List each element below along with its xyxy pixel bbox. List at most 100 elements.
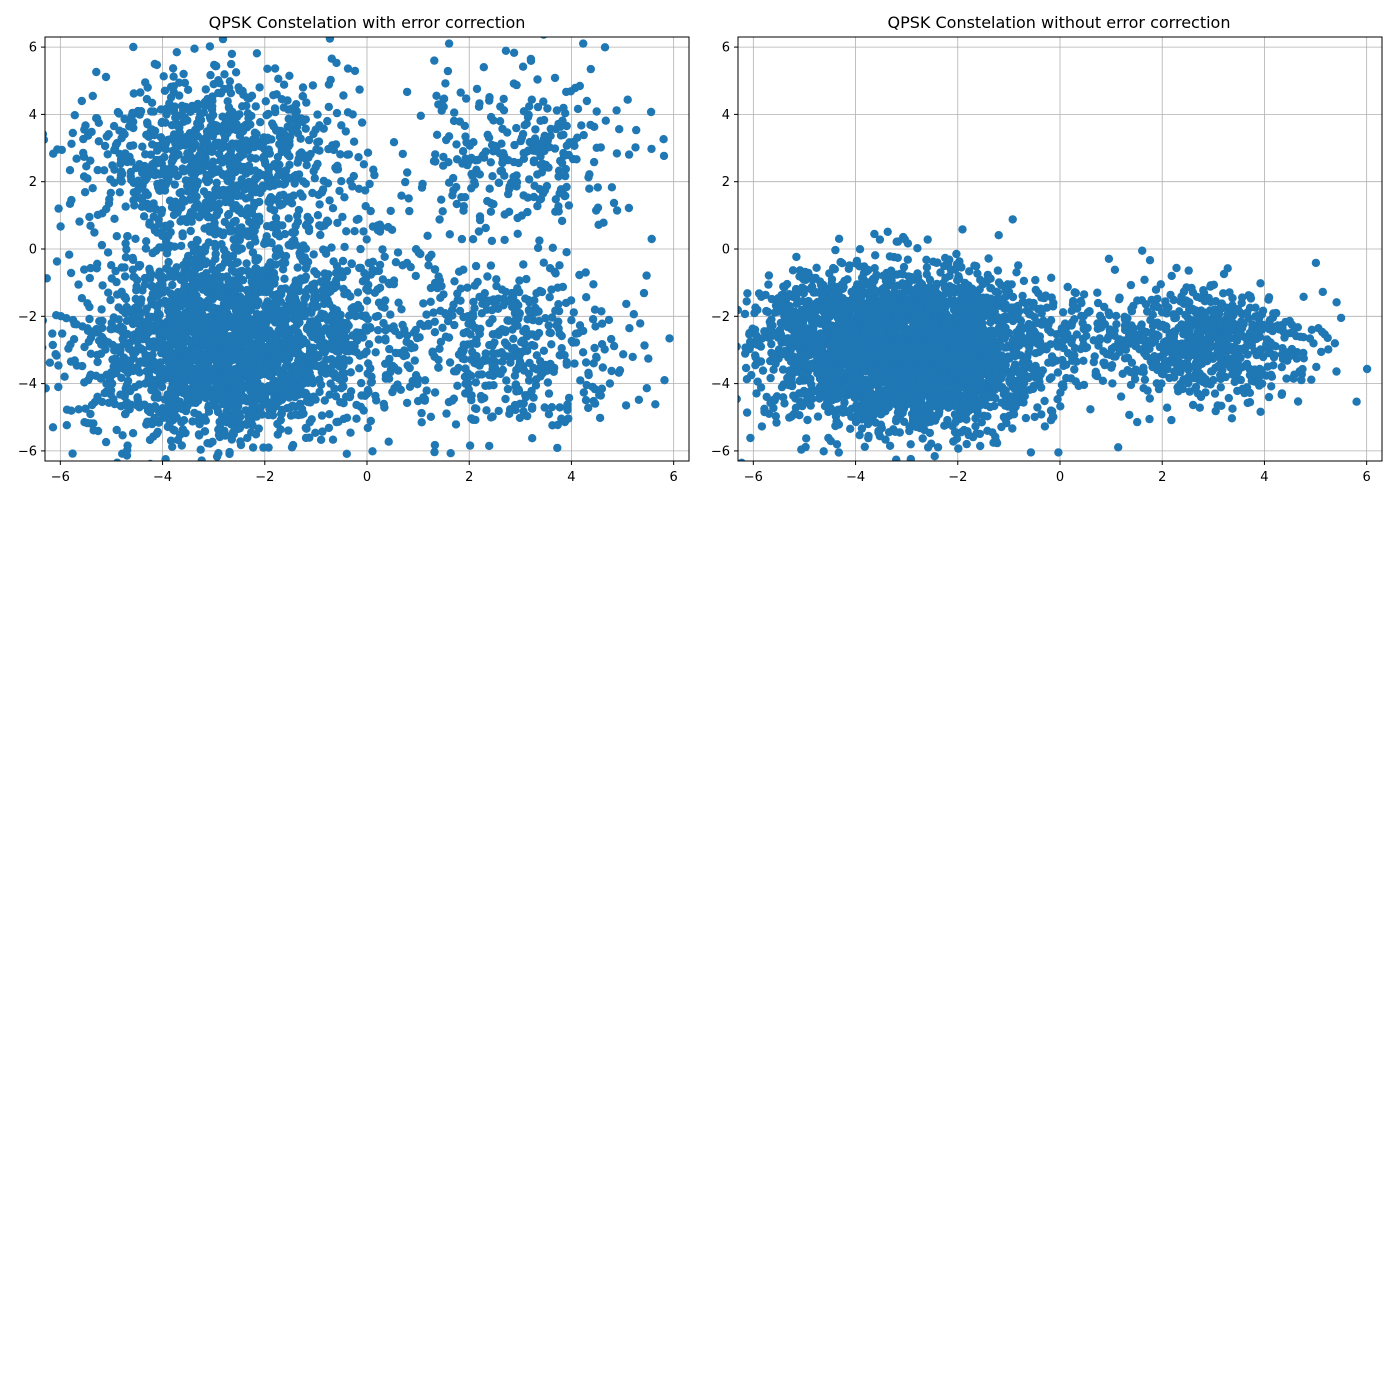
scatter-point [411, 325, 420, 335]
scatter-point [54, 361, 63, 370]
scatter-point [448, 311, 457, 320]
scatter-point [446, 449, 455, 458]
scatter-point [238, 102, 247, 111]
scatter-point [225, 447, 234, 457]
scatter-point [66, 268, 76, 278]
scatter-point [85, 372, 95, 381]
scatter-point [183, 364, 193, 373]
scatter-point [244, 161, 254, 170]
scatter-point [356, 244, 365, 254]
scatter-point [453, 381, 462, 390]
scatter-point [302, 397, 311, 406]
scatter-point [536, 116, 545, 126]
scatter-point [284, 214, 293, 223]
scatter-point [285, 160, 294, 170]
scatter-point [554, 172, 563, 181]
scatter-point [424, 261, 433, 270]
scatter-point [261, 236, 270, 246]
scatter-point [87, 400, 97, 410]
scatter-point [132, 282, 141, 291]
scatter-point [162, 110, 171, 119]
scatter-point [227, 49, 237, 59]
scatter-point [495, 117, 505, 126]
scatter-point [178, 371, 187, 381]
scatter-point [494, 178, 504, 187]
scatter-point [320, 396, 329, 405]
scatter-point [178, 231, 187, 241]
scatter-point [660, 376, 669, 385]
scatter-point [245, 411, 254, 420]
scatter-point [479, 62, 488, 72]
scatter-point [459, 202, 468, 211]
scatter-point [521, 294, 530, 303]
scatter-point [186, 107, 195, 117]
scatter-point [592, 353, 601, 362]
scatter-point [305, 355, 314, 364]
scatter-point [177, 187, 186, 197]
scatter-point [429, 157, 439, 166]
scatter-point [199, 312, 209, 321]
scatter-point [160, 138, 170, 148]
scatter-point [288, 375, 297, 384]
scatter-point [291, 240, 300, 249]
scatter-point [296, 384, 305, 393]
scatter-point [595, 413, 605, 423]
scatter-point [439, 161, 448, 170]
scatter-point [398, 149, 407, 159]
scatter-point [220, 70, 229, 79]
scatter-point [541, 314, 550, 323]
scatter-point [436, 306, 445, 315]
scatter-point [485, 340, 494, 350]
scatter-point [92, 264, 102, 273]
scatter-point [318, 427, 327, 436]
scatter-point [224, 120, 233, 129]
scatter-point [651, 400, 660, 409]
scatter-point [456, 88, 465, 97]
scatter-point [209, 168, 218, 177]
scatter-point [297, 404, 307, 414]
scatter-point [157, 117, 167, 127]
scatter-point [540, 186, 550, 195]
scatter-point [129, 89, 138, 98]
scatter-point [534, 328, 544, 338]
scatter-point [646, 107, 656, 117]
scatter-point [187, 240, 196, 250]
scatter-point [475, 215, 485, 225]
scatter-point [612, 106, 621, 115]
scatter-point [615, 125, 624, 134]
scatter-point [485, 96, 494, 105]
scatter-point [227, 168, 236, 177]
scatter-point [597, 307, 606, 316]
scatter-point [274, 377, 283, 386]
scatter-point [205, 323, 215, 332]
scatter-point [262, 222, 272, 231]
scatter-point [342, 413, 352, 422]
scatter-point [558, 116, 567, 125]
scatter-point [341, 319, 350, 328]
scatter-point [434, 363, 443, 372]
scatter-point [328, 345, 337, 354]
scatter-point [571, 338, 581, 347]
scatter-point [402, 87, 412, 97]
scatter-point [297, 276, 306, 285]
scatter-point [364, 280, 373, 290]
scatter-point [160, 186, 170, 195]
scatter-point [555, 329, 564, 338]
scatter-point [102, 204, 111, 214]
scatter-point [394, 298, 403, 307]
scatter-point [456, 284, 465, 293]
scatter-point [151, 415, 161, 424]
scatter-point [426, 412, 436, 421]
scatter-point [379, 318, 388, 328]
scatter-point [212, 210, 221, 219]
scatter-point [93, 165, 102, 175]
scatter-point [128, 108, 137, 118]
scatter-point [554, 202, 563, 211]
scatter-point [561, 109, 570, 118]
scatter-point [295, 318, 304, 327]
scatter-point [461, 132, 470, 141]
scatter-point [338, 256, 348, 266]
scatter-point [357, 118, 367, 127]
scatter-point [128, 265, 138, 274]
